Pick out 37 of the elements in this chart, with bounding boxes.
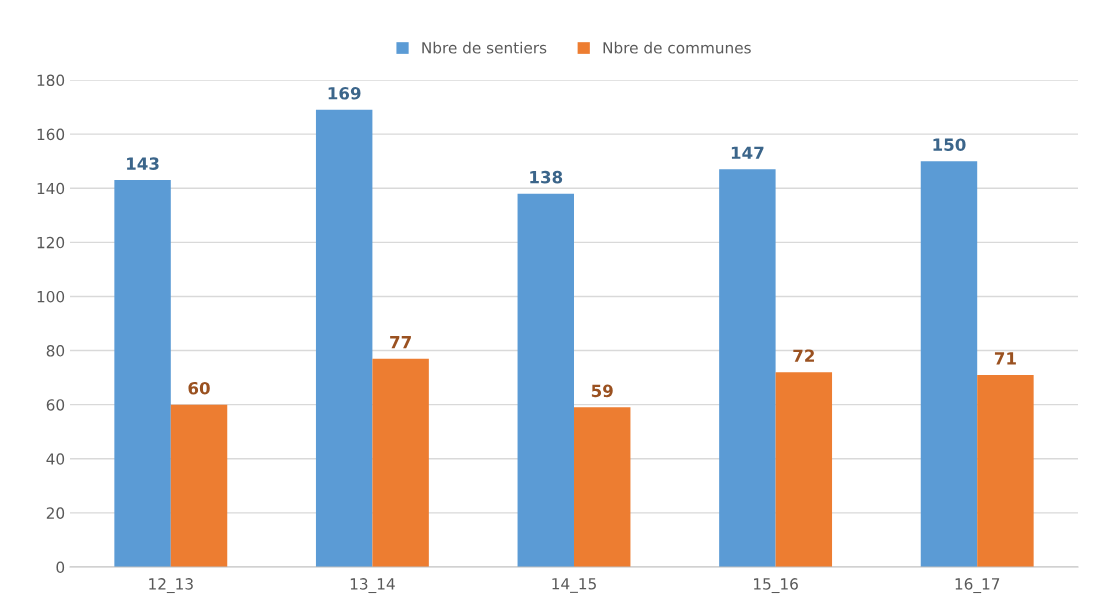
y-tick-label: 160 [37,128,65,141]
bar [114,180,171,567]
data-label: 77 [390,336,411,349]
y-tick-label: 140 [37,182,65,195]
x-tick-label: 12_13 [149,578,193,594]
legend-label: Nbre de communes [603,41,751,54]
bar [517,193,574,567]
x-tick-label: 14_15 [552,578,596,593]
x-tick-label: 13_14 [350,578,395,594]
bar [775,372,833,567]
y-tick-label: 100 [37,290,65,303]
data-label: 59 [591,384,613,398]
x-tick-label: 15_16 [754,578,798,594]
y-tick-label: 40 [46,453,65,465]
data-label: 143 [127,157,159,170]
data-label: 60 [188,381,210,395]
bar [920,161,978,567]
bar [372,358,429,567]
y-tick-label: 0 [56,561,65,574]
y-tick-label: 20 [46,507,65,519]
bar [170,404,228,567]
bar [977,374,1034,567]
y-tick-label: 120 [37,236,65,249]
data-label: 169 [328,87,361,100]
data-label: 147 [731,146,764,159]
data-label: 71 [994,352,1016,365]
bar [315,109,373,567]
y-tick-label: 80 [46,345,65,357]
bar [574,407,631,567]
bar [719,169,776,567]
data-label: 72 [793,349,814,362]
y-tick-label: 180 [37,74,65,87]
x-tick-label: 16_17 [955,578,1000,594]
legend-label: Nbre de sentiers [422,41,547,54]
data-label: 138 [530,170,563,184]
y-tick-label: 60 [46,399,65,411]
data-label: 150 [933,138,966,151]
